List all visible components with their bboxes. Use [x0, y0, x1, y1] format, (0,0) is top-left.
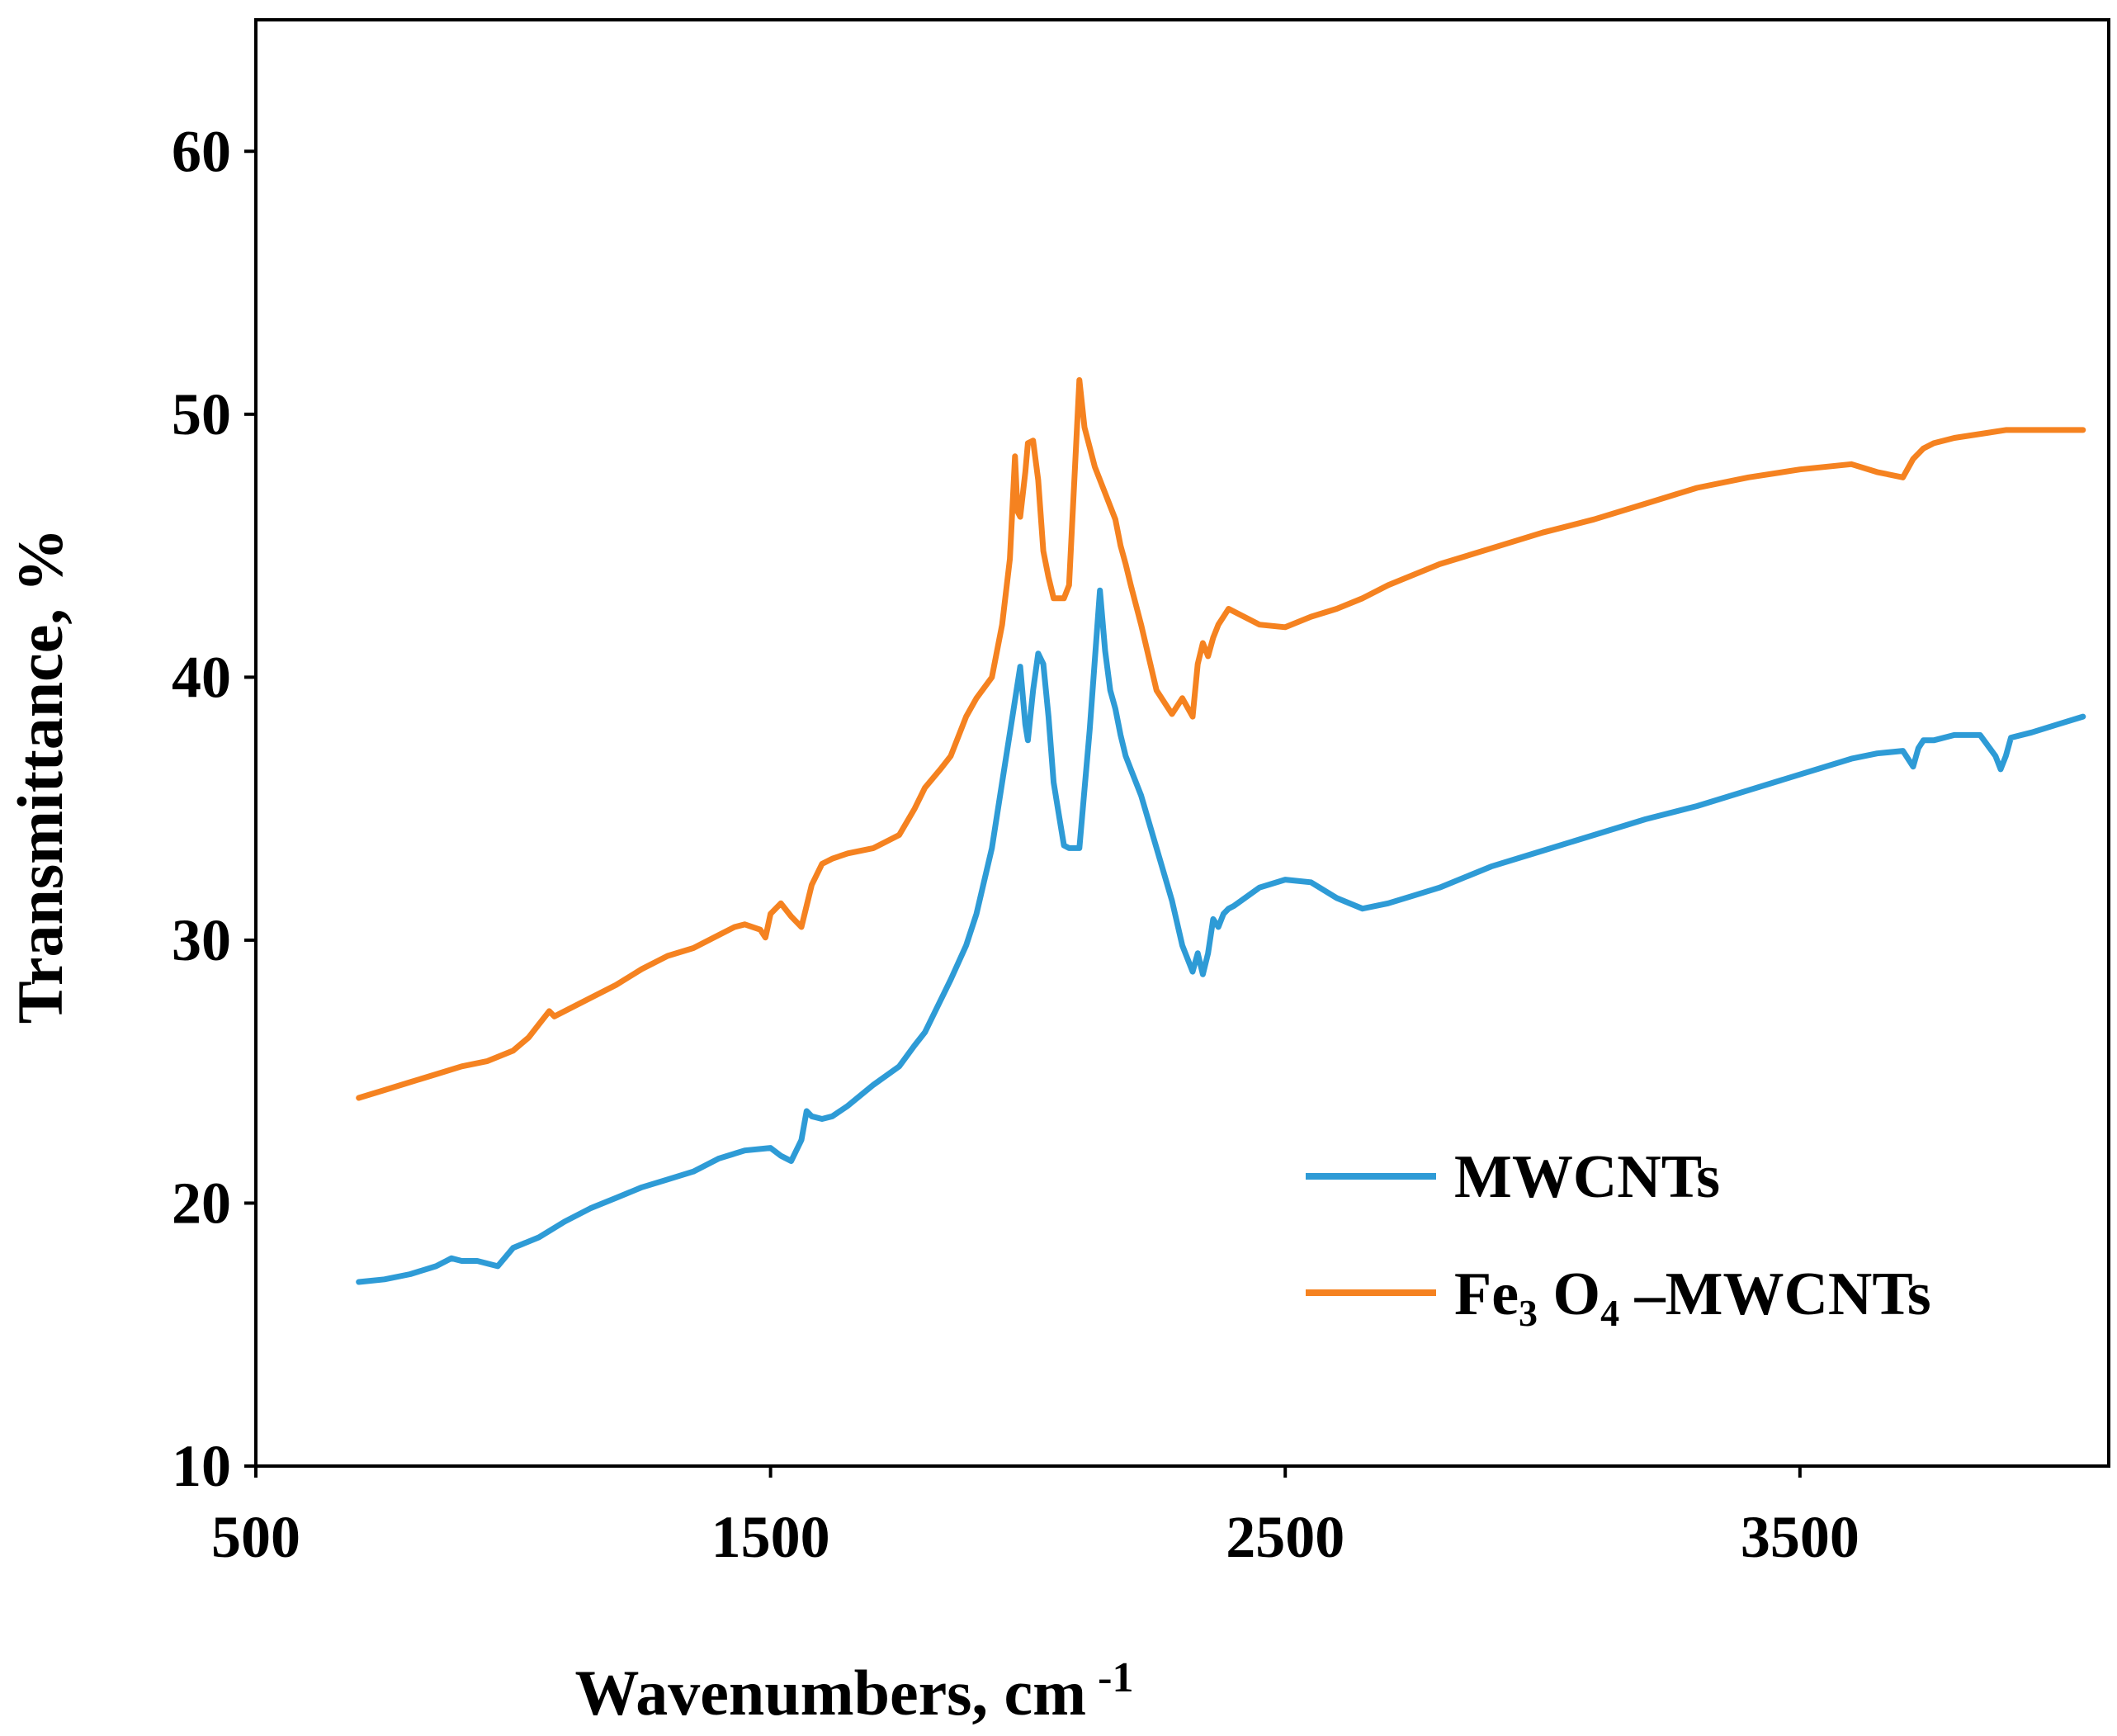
y-tick-label: 60 [172, 118, 231, 184]
plot-area [254, 18, 2110, 1468]
legend: MWCNTs Fe3 O4 –MWCNTs [1306, 1143, 1931, 1334]
x-tick-label: 1500 [711, 1504, 830, 1570]
y-tick-label: 50 [172, 381, 231, 447]
series-line-fe3o4-mwcnts [356, 376, 2086, 1101]
legend-label-mwcnts: MWCNTs [1454, 1143, 1720, 1211]
x-axis: 500 1500 2500 3500 [211, 1466, 1859, 1570]
x-tick-label: 3500 [1741, 1504, 1859, 1570]
legend-label-fe3o4-mwcnts: Fe3 O4 –MWCNTs [1454, 1261, 1931, 1334]
x-axis-title-main: Wavenumbers, cm [575, 1657, 1087, 1729]
y-tick-label: 20 [172, 1170, 231, 1236]
y-axis-title: Transmittance, % [4, 528, 76, 1024]
x-tick-label: 500 [211, 1504, 300, 1570]
x-tick-label: 2500 [1226, 1504, 1344, 1570]
series-line-mwcnts [356, 587, 2086, 1285]
x-axis-title-superscript: -1 [1098, 1654, 1133, 1701]
y-axis: 10 20 30 40 50 60 [172, 118, 256, 1499]
y-tick-label: 30 [172, 907, 231, 973]
y-tick-label: 10 [172, 1433, 231, 1499]
x-axis-title: Wavenumbers, cm -1 [575, 1654, 1134, 1729]
series-layer [356, 376, 2086, 1285]
y-tick-label: 40 [172, 644, 231, 710]
